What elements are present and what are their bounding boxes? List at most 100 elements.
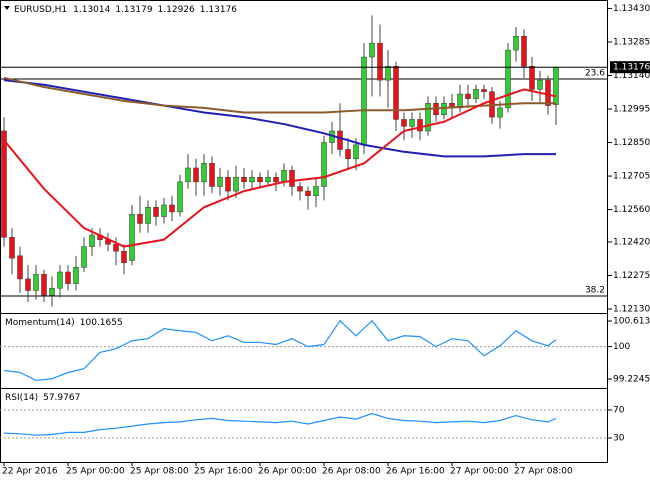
momentum-title: Momentum(14) 100.1655 [5,318,123,328]
indicator-line [3,88,557,248]
candle-body [49,287,55,296]
candle-body [257,176,263,183]
y-tick-label: 1.13285 [613,37,650,47]
candle-body [425,103,431,132]
candle-body [505,49,511,109]
candle-body [169,204,175,213]
candle-body [193,167,199,183]
candle-body [401,119,407,127]
candle-body [441,103,447,116]
candle-body [321,142,327,187]
header-close: 1.13176 [200,5,237,15]
indicator-name: Momentum(14) [5,318,75,328]
x-tick-label: 27 Apr 08:00 [514,467,573,477]
candle-body [273,176,279,183]
candle-body [473,89,479,99]
candle-body [113,244,119,252]
candle-body [145,207,151,224]
candle-body [57,271,63,289]
candle-body [513,35,519,51]
y-tick-label: 70 [613,406,625,416]
candle-body [81,246,87,268]
candle-body [209,163,215,187]
candle-body [9,237,15,259]
x-tick-label: 22 Apr 2016 [2,467,58,477]
price-box [610,61,650,74]
candle-body [153,207,159,217]
candle-body [65,271,71,284]
candle-body [289,170,295,187]
indicator-value: 57.9767 [43,393,80,403]
fib-label: 23.6 [585,68,605,78]
y-tick-label: 1.13430 [613,4,650,14]
header-high: 1.13179 [115,5,152,15]
candle-body [529,66,535,90]
candle-body [457,93,463,109]
symbol: EURUSD,H1 [14,5,67,15]
x-tick-label: 26 Apr 00:00 [258,467,317,477]
candle-body [73,267,79,284]
candle-body [33,274,39,291]
indicator-line [3,412,557,436]
y-tick-label: 1.12130 [613,304,650,314]
candle-body [417,119,423,132]
candle-body [249,176,255,183]
fib-label: 38.2 [585,286,605,296]
candle-body [377,42,383,81]
candle-body [385,66,391,81]
candle-body [305,190,311,196]
y-tick-label: 100 [613,342,630,352]
candle-body [281,170,287,183]
chart-header: EURUSD,H1 1.13014 1.13179 1.12926 1.13176 [14,5,237,15]
candle-body [521,35,527,67]
y-tick-label: 1.12850 [613,138,650,148]
candle-body [121,250,127,264]
x-tick-label: 26 Apr 08:00 [322,467,381,477]
chart-frame [0,0,608,463]
y-tick-label: 99.2245 [613,375,650,385]
price-label: 1.13176 [613,63,650,73]
candle-body [369,42,375,58]
candle-body [393,66,399,120]
indicator-value: 100.1655 [80,318,123,328]
candle-body [17,255,23,280]
candle-body [553,66,559,105]
candle-body [185,167,191,183]
candle-body [41,274,47,296]
indicator-line [3,79,556,158]
candle-body [233,176,239,192]
y-tick-label: 1.12560 [613,205,650,215]
candle-body [497,107,503,118]
candle-body [537,79,543,90]
x-tick-label: 25 Apr 16:00 [194,467,253,477]
candle-body [481,89,487,92]
y-tick-label: 1.12420 [613,237,650,247]
candle-body [177,181,183,213]
candle-body [89,234,95,247]
candle-body [313,186,319,196]
indicator-name: RSI(14) [5,393,38,403]
header-icon [4,6,10,10]
indicator-line [3,319,557,382]
y-tick-label: 1.12275 [613,271,650,281]
candle-body [129,213,135,261]
candle-body [137,213,143,224]
candle-body [241,176,247,183]
x-tick-label: 25 Apr 00:00 [66,467,125,477]
candle-body [217,176,223,187]
y-tick-label: 1.13140 [613,71,650,81]
y-tick-label: 1.12705 [613,172,650,182]
candle-body [545,79,551,106]
candle-body [1,130,7,238]
y-tick-label: 1.12995 [613,105,650,115]
candle-body [297,186,303,192]
rsi-title: RSI(14) 57.9767 [5,393,80,403]
candle-body [265,176,271,183]
candle-body [353,144,359,159]
y-tick-label: 100.6135 [613,316,650,326]
candle-body [161,204,167,217]
x-tick-label: 25 Apr 08:00 [130,467,189,477]
